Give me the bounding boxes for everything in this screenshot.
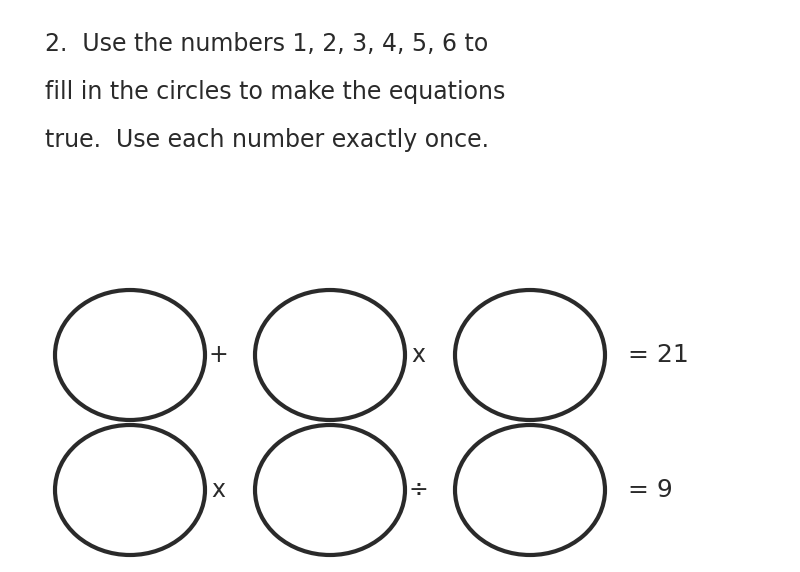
Ellipse shape (455, 290, 605, 420)
Text: true.  Use each number exactly once.: true. Use each number exactly once. (45, 128, 489, 152)
Text: x: x (411, 343, 425, 367)
Text: x: x (211, 478, 225, 502)
Ellipse shape (55, 290, 205, 420)
Text: +: + (208, 343, 228, 367)
Text: = 21: = 21 (628, 343, 689, 367)
Ellipse shape (255, 425, 405, 555)
Text: 2.  Use the numbers 1, 2, 3, 4, 5, 6 to: 2. Use the numbers 1, 2, 3, 4, 5, 6 to (45, 32, 488, 56)
Text: fill in the circles to make the equations: fill in the circles to make the equation… (45, 80, 506, 104)
Ellipse shape (455, 425, 605, 555)
Text: ÷: ÷ (408, 478, 428, 502)
Ellipse shape (255, 290, 405, 420)
Text: = 9: = 9 (628, 478, 673, 502)
Ellipse shape (55, 425, 205, 555)
